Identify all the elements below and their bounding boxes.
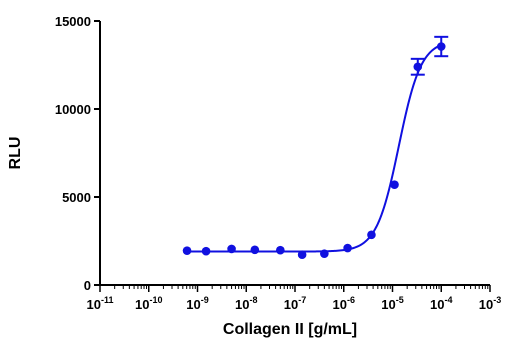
x-tick-label: 10-3: [479, 295, 501, 312]
y-tick-label: 0: [84, 278, 91, 293]
x-tick-label: 10-5: [381, 295, 403, 312]
data-point: [276, 245, 285, 255]
y-axis-label: RLU: [7, 137, 24, 170]
y-axis-ticks: 0 5000 10000 15000: [55, 14, 100, 293]
x-tick-label: 10-7: [284, 295, 306, 312]
x-tick-label: 10-4: [430, 295, 452, 312]
data-point: [320, 249, 329, 258]
y-tick-label: 15000: [55, 14, 91, 29]
data-point: [227, 244, 236, 254]
y-tick-label: 5000: [62, 190, 91, 205]
x-tick-label: 10-6: [333, 295, 355, 312]
data-point: [390, 180, 399, 189]
data-point: [201, 246, 211, 256]
data-point: [343, 243, 352, 253]
data-point: [436, 42, 446, 51]
data-point: [182, 246, 192, 255]
fit-curve-group: [187, 44, 442, 253]
x-axis-ticks: 10-11 10-10 10-9 10-8 10-7 10-6 10-5 10-4 10-3: [87, 285, 501, 312]
data-point: [297, 250, 307, 260]
y-tick-label: 10000: [55, 102, 91, 117]
x-tick-label: 10-11: [87, 295, 114, 312]
data-point: [413, 62, 423, 72]
axes: [99, 21, 490, 286]
fit-curve: [187, 44, 442, 253]
x-tick-label: 10-9: [186, 295, 208, 312]
data-points: [182, 42, 446, 260]
data-point: [250, 245, 260, 255]
data-point: [367, 230, 376, 240]
x-axis-label: Collagen II [g/mL]: [223, 321, 357, 338]
x-tick-label: 10-8: [235, 295, 257, 312]
x-tick-label: 10-10: [135, 295, 162, 312]
